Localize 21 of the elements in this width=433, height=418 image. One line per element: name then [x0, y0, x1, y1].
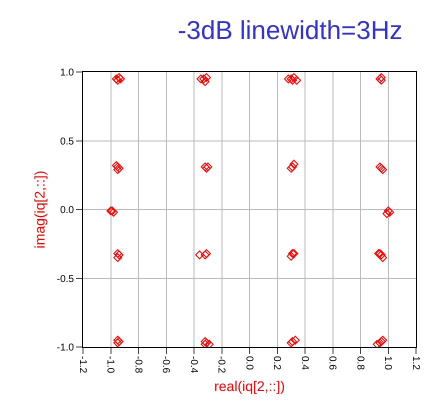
x-tick-label: -0.2 — [216, 356, 226, 374]
x-tick-label: -1.0 — [104, 356, 116, 374]
x-tick-label: 1.0 — [382, 356, 393, 370]
x-tick-label: 0.8 — [354, 356, 366, 370]
y-axis-title: imag(iq[2,::]) — [31, 170, 48, 248]
x-tick-label: -1.2 — [76, 356, 88, 374]
x-tick-label: 1.2 — [410, 356, 421, 370]
x-tick-label: 0.4 — [298, 356, 310, 370]
x-tick-label: 0.0 — [243, 356, 254, 370]
y-tick-label: 0.0 — [60, 205, 74, 216]
y-tick-label: -0.5 — [56, 274, 74, 285]
x-tick-label: 0.6 — [326, 356, 338, 370]
chart-title: -3dB linewidth=3Hz — [178, 15, 402, 46]
y-tick-label: 1.0 — [60, 68, 74, 78]
y-tick-label: -1.0 — [56, 342, 74, 354]
x-tick-label: -0.4 — [188, 356, 199, 374]
x-tick-label: -0.6 — [160, 356, 171, 374]
y-tick-label: 0.5 — [60, 136, 74, 148]
x-tick-label: 0.2 — [271, 356, 282, 370]
x-tick-label: -0.8 — [132, 356, 144, 374]
x-axis-title: real(iq[2,::]) — [214, 378, 285, 394]
